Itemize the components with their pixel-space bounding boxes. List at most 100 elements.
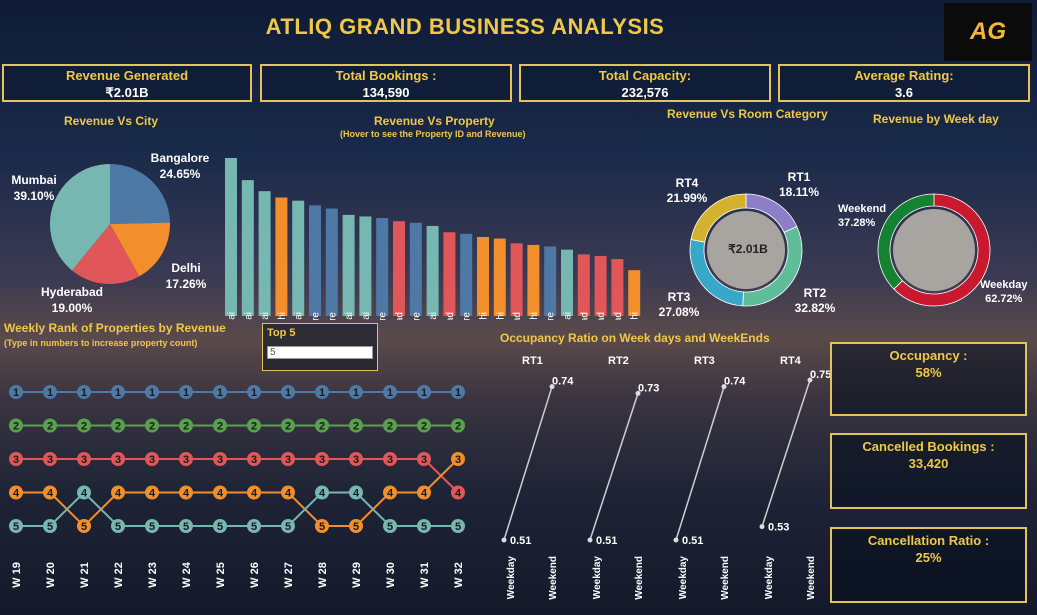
weekly-rank-bump-chart[interactable]: 1 1 1 1 1 1 1 1 1 1 1 1 1 1 2 2 2 2 2 2 2 2 2 2 2 2 2 2 3 3 3 3 3 3 3 3 3 3 3 3… — [0, 375, 480, 610]
rank-marker — [315, 385, 329, 399]
donut-hole — [707, 211, 785, 289]
cancelled-bookings-label: Cancelled Bookings : — [862, 439, 995, 454]
top-n-parameter: Top 5 — [262, 323, 378, 371]
pie-label-hyderabad: Hyderabad 19.00% — [40, 285, 104, 315]
rank-marker-label: 2 — [115, 421, 121, 433]
rank-marker-label: 2 — [47, 421, 53, 433]
rank-marker-label: 4 — [319, 488, 326, 500]
room-category-title: Revenue Vs Room Category — [667, 107, 828, 121]
rank-marker-label: 3 — [149, 454, 155, 466]
rank-marker-label: 2 — [387, 421, 393, 433]
rank-marker-label: 5 — [115, 521, 121, 533]
rating-kpi-card: Average Rating: 3.6 — [778, 64, 1030, 102]
property-bar — [225, 158, 237, 316]
occupancy-x-label: Weekend — [806, 556, 817, 600]
rank-marker — [77, 519, 91, 533]
room-donut-center-value: ₹2.01B — [728, 242, 768, 256]
property-bar — [611, 259, 624, 316]
rank-marker — [281, 519, 295, 533]
property-bar-label: Bangalore — [378, 312, 389, 320]
rating-kpi-label: Average Rating: — [854, 68, 954, 83]
occupancy-kpi-label: Occupancy : — [889, 348, 968, 363]
revenue-property-bar-chart[interactable]: Mumbai Mumbai Mumbai Delhi Mumbai Bangalore Ba… — [222, 150, 652, 320]
rank-marker-label: 2 — [455, 421, 461, 433]
rank-marker — [417, 385, 431, 399]
property-bar — [426, 225, 439, 316]
rank-marker-label: 4 — [455, 488, 462, 500]
rank-marker — [247, 485, 261, 500]
rank-marker-label: 4 — [421, 488, 428, 500]
rank-marker — [111, 385, 125, 399]
rank-marker-label: 2 — [217, 421, 223, 433]
rank-marker — [349, 485, 363, 500]
occupancy-x-label: Weekday — [592, 556, 603, 600]
property-bar-label: Mumbai — [243, 312, 254, 320]
property-bar — [325, 208, 338, 316]
rank-marker-label: 1 — [47, 387, 53, 399]
top-n-label: Top 5 — [267, 327, 296, 339]
rank-marker — [179, 485, 193, 500]
rank-marker-label: 4 — [217, 488, 224, 500]
weekday-revenue-donut[interactable] — [876, 192, 996, 312]
donut-hole — [893, 209, 975, 291]
rank-marker-label: 5 — [319, 521, 325, 533]
revenue-kpi-label: Revenue Generated — [65, 68, 189, 83]
occupancy-point — [635, 390, 641, 396]
revenue-property-title: Revenue Vs Property — [374, 114, 495, 128]
occupancy-point — [721, 384, 727, 390]
property-bar-label: Delhi — [495, 312, 506, 320]
occupancy-ratio-chart[interactable]: RT1 0.51 0.74 Weekday Weekend RT2 0.51 0.73 Week… — [490, 350, 830, 610]
rank-marker — [145, 385, 159, 399]
property-bar — [393, 221, 405, 316]
rank-marker-label: 2 — [319, 421, 325, 433]
occupancy-point — [501, 537, 507, 543]
rank-marker-label: 5 — [183, 521, 189, 533]
property-bar — [527, 244, 540, 316]
week-label: W 26 — [249, 562, 261, 588]
rank-marker-label: 3 — [13, 454, 19, 466]
week-label: W 19 — [11, 562, 23, 588]
capacity-kpi-value: 232,576 — [621, 85, 669, 100]
property-bar-label: Mumbai — [563, 312, 574, 320]
occupancy-point — [807, 377, 813, 383]
occupancy-point — [587, 537, 593, 543]
dashboard-title: ATLIQ GRAND BUSINESS ANALYSIS — [265, 14, 665, 39]
property-bar — [561, 249, 573, 316]
cancelled-bookings-card: Cancelled Bookings : 33,420 — [830, 433, 1027, 509]
rank-marker — [383, 519, 397, 533]
room-label-rt1: RT1 18.11% — [778, 170, 820, 199]
week-label: W 22 — [113, 562, 125, 588]
cancelled-bookings-value: 33,420 — [908, 456, 949, 471]
rank-marker-label: 1 — [251, 387, 257, 399]
revenue-city-pie[interactable] — [0, 160, 220, 320]
occupancy-weekday-value: 0.51 — [596, 535, 617, 547]
rank-marker — [111, 519, 125, 533]
rank-marker — [77, 385, 91, 399]
occupancy-line — [503, 386, 553, 541]
rank-marker-label: 2 — [353, 421, 359, 433]
property-bar — [292, 200, 305, 316]
rank-marker-label: 4 — [353, 488, 360, 500]
occupancy-point — [759, 524, 765, 530]
rank-marker — [111, 452, 125, 466]
property-bar — [359, 216, 372, 316]
rank-marker-label: 5 — [149, 521, 155, 533]
weekly-rank-subtitle: (Type in numbers to increase property co… — [4, 338, 198, 348]
rank-marker — [43, 385, 57, 399]
rank-line — [16, 458, 459, 528]
week-label: W 31 — [419, 562, 431, 588]
rank-marker-label: 5 — [81, 521, 87, 533]
room-category-donut[interactable] — [688, 192, 808, 312]
week-label: W 28 — [317, 562, 329, 588]
rank-marker-label: 1 — [183, 387, 189, 399]
property-bar-label: Delhi — [529, 312, 540, 320]
rank-marker-label: 1 — [13, 387, 19, 399]
occupancy-group-header: RT2 — [608, 355, 629, 367]
top-n-input[interactable] — [267, 346, 373, 359]
rank-marker-label: 5 — [285, 521, 291, 533]
occupancy-kpi-card: Occupancy : 58% — [830, 342, 1027, 416]
room-label-rt3: RT3 27.08% — [658, 290, 700, 319]
rank-marker — [111, 485, 125, 500]
rating-kpi-value: 3.6 — [894, 85, 914, 100]
rank-marker — [145, 485, 159, 500]
